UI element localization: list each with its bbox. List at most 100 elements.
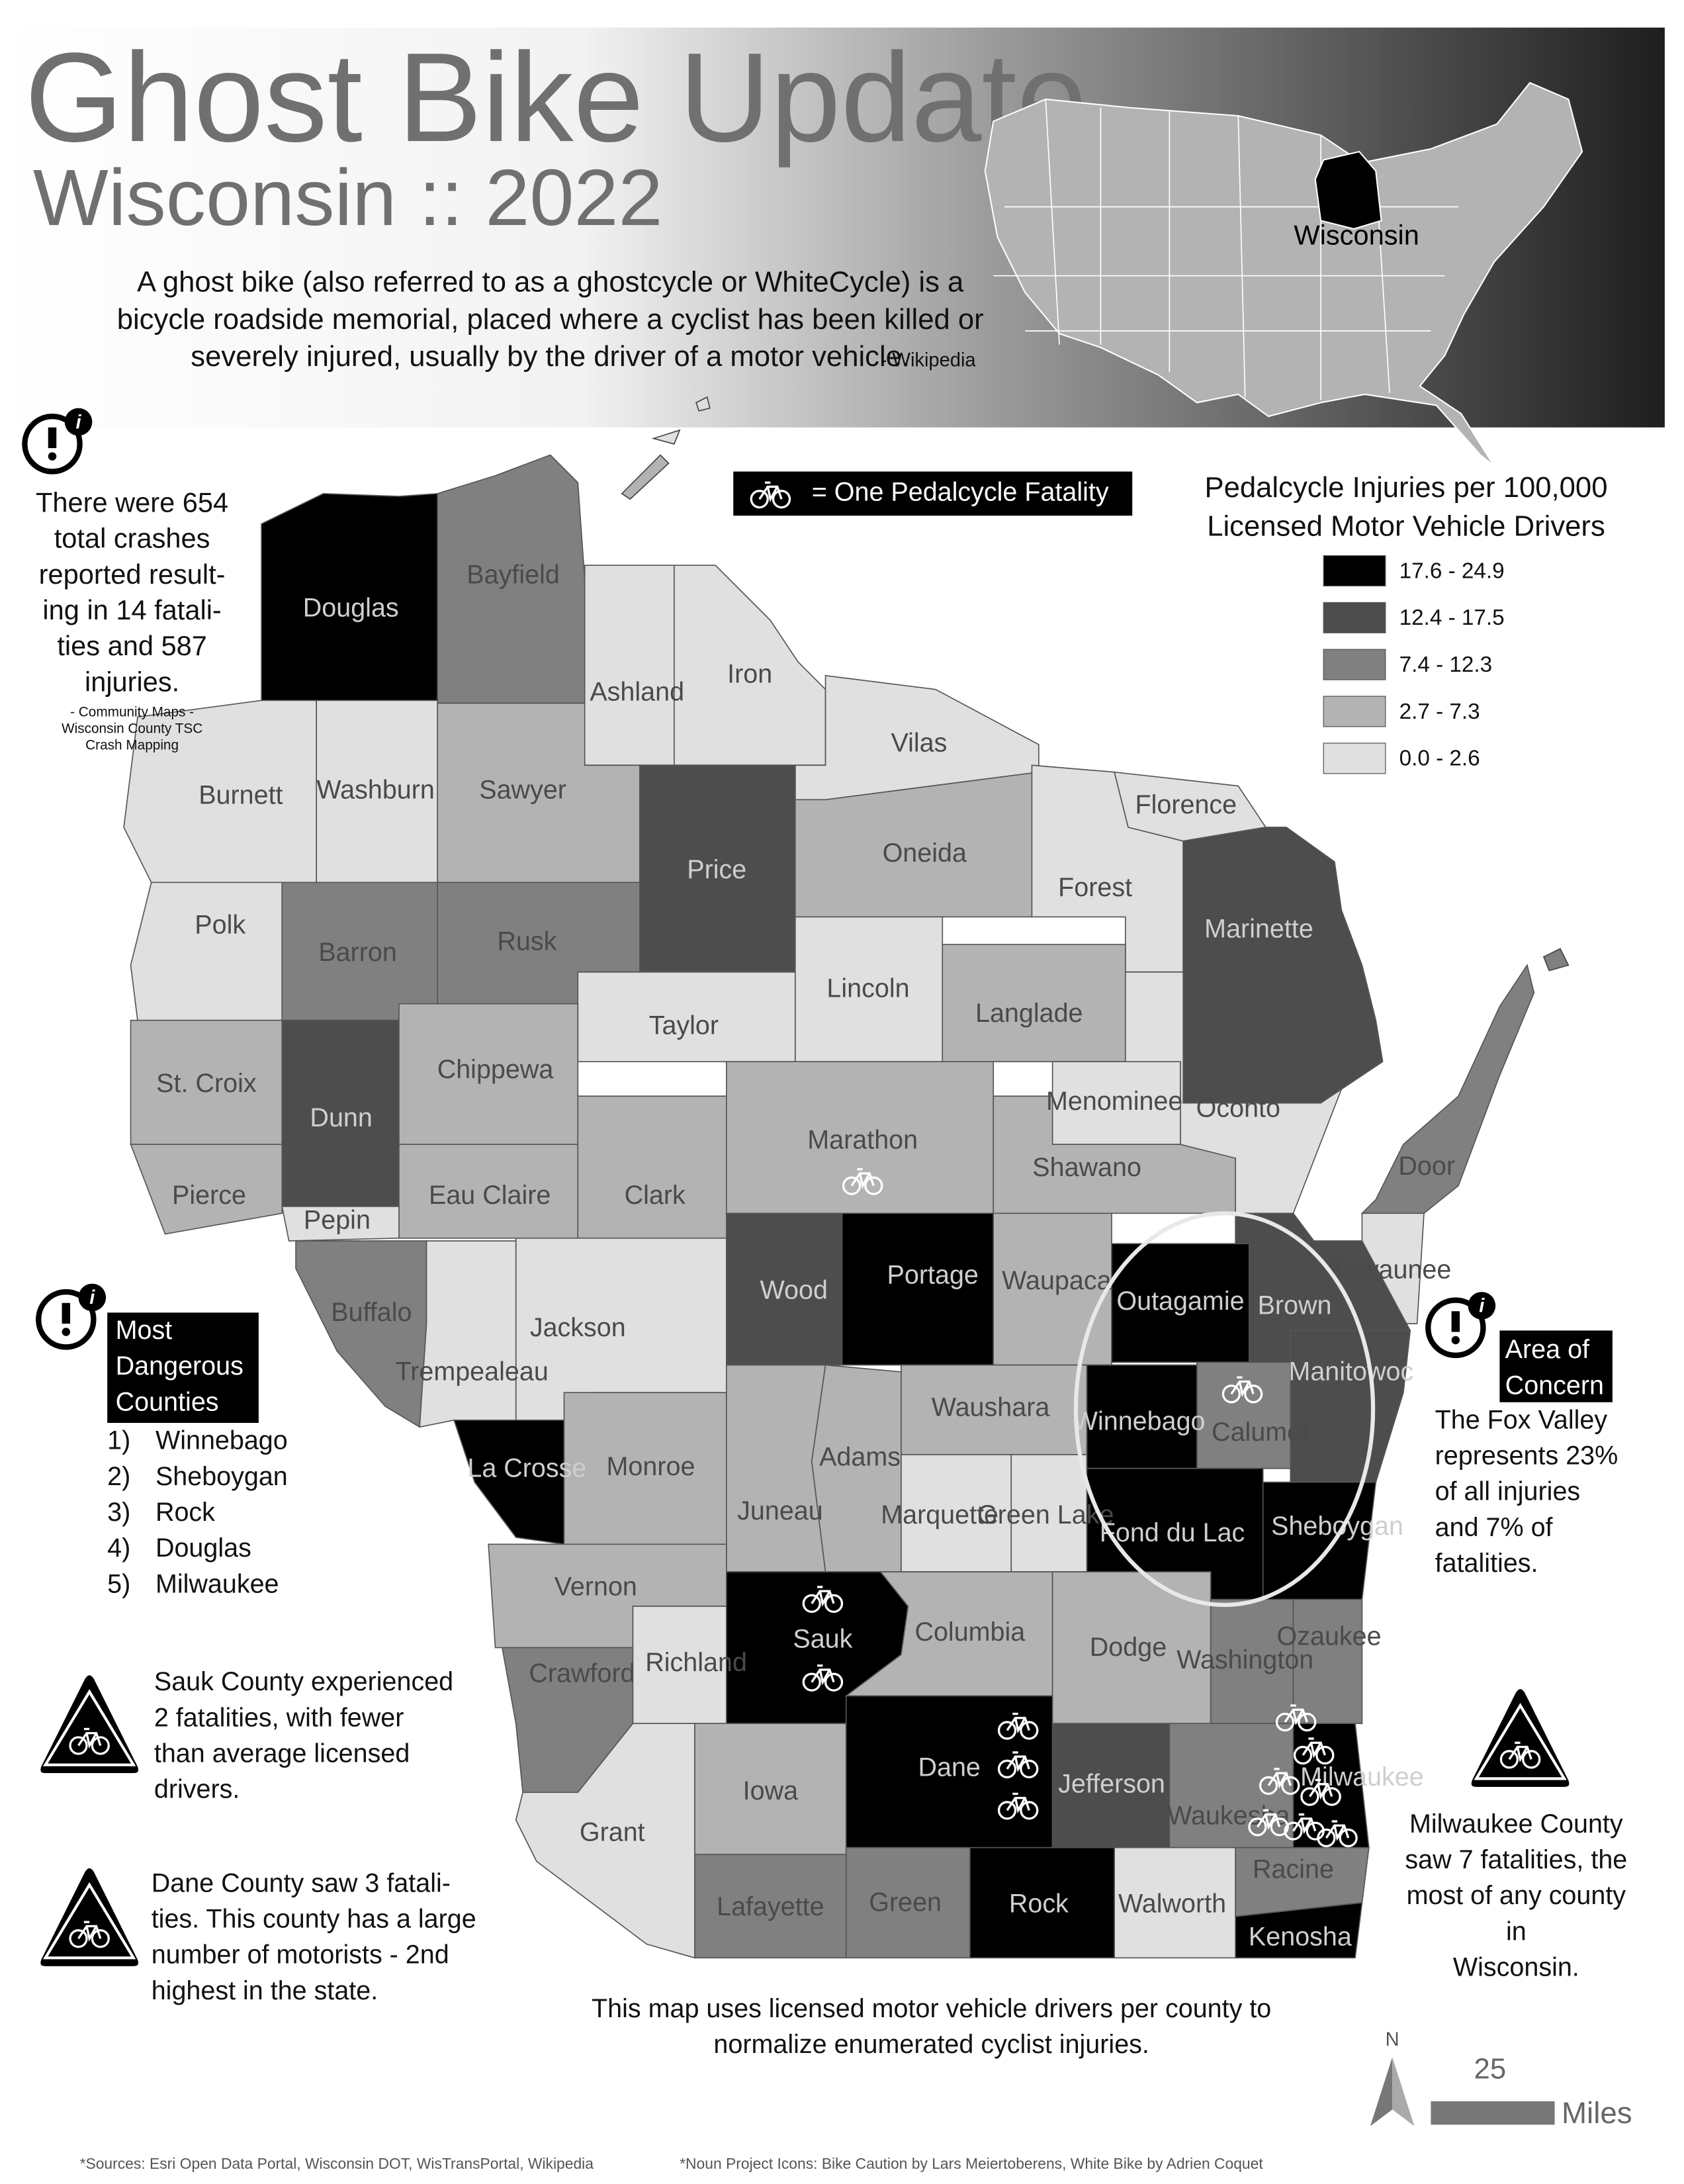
crash-note-source: Crash Mapping bbox=[85, 738, 179, 753]
county-label: Outagamie bbox=[1116, 1287, 1244, 1316]
county bbox=[130, 882, 283, 1021]
county-label: Green bbox=[869, 1888, 942, 1917]
concern-line: and 7% of bbox=[1435, 1513, 1554, 1542]
bike-wheel bbox=[1300, 1787, 1319, 1806]
county-label: Oneida bbox=[883, 839, 967, 868]
county-label: Columbia bbox=[914, 1617, 1025, 1647]
county-label: Richland bbox=[645, 1648, 747, 1677]
county-label: Pierce bbox=[172, 1181, 246, 1210]
legend-swatch bbox=[1323, 743, 1386, 774]
legend-swatch bbox=[1323, 555, 1386, 587]
milwaukee-note-line: saw 7 fatalities, the bbox=[1405, 1845, 1627, 1874]
county-label: Chippewa bbox=[437, 1055, 554, 1084]
county-label: Door bbox=[1398, 1152, 1455, 1181]
bike-frame bbox=[1267, 1768, 1292, 1789]
county-label: Ozaukee bbox=[1277, 1621, 1382, 1651]
info-icon bbox=[62, 1302, 71, 1324]
dangerous-rank: 5) bbox=[107, 1569, 130, 1598]
dangerous-name: Sheboygan bbox=[155, 1462, 288, 1491]
dangerous-name: Rock bbox=[155, 1498, 215, 1527]
fatality-icon bbox=[997, 1792, 1039, 1820]
dane-note-line: number of motorists - 2nd bbox=[152, 1940, 449, 1970]
bike-frame bbox=[1284, 1704, 1308, 1725]
county-label: Winnebago bbox=[1073, 1406, 1206, 1435]
icon-key-bike bbox=[750, 481, 791, 509]
bike-wheel bbox=[997, 1721, 1017, 1740]
crash-note-source: Wisconsin County TSC bbox=[62, 721, 202, 737]
milwaukee-note-line: Milwaukee County bbox=[1409, 1809, 1623, 1839]
island bbox=[695, 396, 711, 412]
inset-label: Wisconsin bbox=[1294, 219, 1419, 250]
county-label: Wood bbox=[760, 1275, 827, 1304]
county-label: Barron bbox=[318, 938, 397, 967]
county bbox=[1290, 1330, 1411, 1483]
info-icon bbox=[62, 1328, 71, 1336]
county bbox=[1235, 1902, 1363, 1959]
county-label: Brown bbox=[1258, 1291, 1332, 1320]
county-label: Rock bbox=[1009, 1889, 1069, 1919]
island bbox=[651, 429, 681, 445]
county-label: Manitowoc bbox=[1288, 1357, 1413, 1386]
legend-label: 12.4 - 17.5 bbox=[1399, 606, 1505, 630]
bike-wheel bbox=[802, 1594, 821, 1614]
county-label: Jackson bbox=[530, 1313, 626, 1342]
caution-icon bbox=[1474, 1703, 1567, 1780]
bike-wheel bbox=[69, 1736, 88, 1755]
fatality-icon bbox=[1259, 1768, 1300, 1796]
county bbox=[130, 1144, 283, 1235]
bike-wheel bbox=[1322, 1787, 1341, 1806]
dangerous-rank: 3) bbox=[107, 1498, 130, 1527]
island bbox=[621, 454, 670, 500]
county-label: Monroe bbox=[607, 1452, 695, 1481]
us-outline bbox=[984, 81, 1583, 467]
county bbox=[419, 1240, 517, 1428]
fatality-icon bbox=[1275, 1704, 1317, 1732]
legend-swatch bbox=[1323, 696, 1386, 727]
county-label: Iowa bbox=[743, 1776, 798, 1805]
legend-label: 2.7 - 7.3 bbox=[1399, 700, 1480, 724]
bike-wheel bbox=[1221, 1385, 1241, 1404]
county-label: Grant bbox=[580, 1817, 645, 1846]
north-arrow bbox=[1370, 2057, 1393, 2126]
legend-title: Licensed Motor Vehicle Drivers bbox=[1207, 510, 1605, 542]
dane-note-line: Dane County saw 3 fatali- bbox=[152, 1868, 451, 1897]
bike-wheel bbox=[750, 490, 769, 509]
sauk-note-line: Sauk County experienced bbox=[154, 1667, 453, 1696]
info-icon bbox=[1451, 1311, 1460, 1332]
county bbox=[1196, 1361, 1292, 1469]
fatality-icon bbox=[1221, 1376, 1263, 1404]
footnote-line: normalize enumerated cyclist injuries. bbox=[713, 2030, 1149, 2059]
bike-wheel bbox=[1522, 1750, 1541, 1769]
county-label: Kenosha bbox=[1249, 1923, 1352, 1952]
bike-wheel bbox=[1293, 1745, 1313, 1765]
bike-wheel bbox=[1275, 1712, 1295, 1732]
county bbox=[726, 1364, 826, 1572]
credits: *Noun Project Icons: Bike Caution by Lar… bbox=[680, 2155, 1263, 2172]
bike-frame bbox=[1230, 1376, 1255, 1397]
county-label: Shawano bbox=[1032, 1153, 1141, 1182]
area-of-concern-ring bbox=[1073, 1211, 1376, 1608]
county-label: Jefferson bbox=[1058, 1769, 1165, 1798]
fatality-icon bbox=[802, 1664, 844, 1692]
fatality-icon bbox=[1284, 1813, 1325, 1841]
county-label: Pepin bbox=[304, 1205, 371, 1234]
caution-bike bbox=[1499, 1741, 1541, 1769]
county-label: Douglas bbox=[303, 593, 399, 622]
concern-title: Concern bbox=[1505, 1371, 1604, 1400]
dangerous-title: Most bbox=[116, 1316, 173, 1345]
county-label: Taylor bbox=[649, 1011, 719, 1040]
county bbox=[1292, 1598, 1363, 1725]
bike-wheel bbox=[1270, 1817, 1289, 1837]
dangerous-name: Milwaukee bbox=[155, 1569, 279, 1598]
bike-wheel bbox=[1315, 1745, 1335, 1765]
caution-icon bbox=[38, 1672, 142, 1776]
county-label: Calumet bbox=[1212, 1418, 1309, 1447]
county-label: Adams bbox=[819, 1443, 901, 1472]
county-label: Lafayette bbox=[717, 1892, 824, 1921]
bike-frame bbox=[1006, 1712, 1030, 1734]
bike-frame bbox=[1006, 1751, 1030, 1772]
bike-frame bbox=[758, 481, 783, 502]
bike-wheel bbox=[1298, 1712, 1317, 1732]
county-label: La Crosse bbox=[467, 1453, 586, 1482]
